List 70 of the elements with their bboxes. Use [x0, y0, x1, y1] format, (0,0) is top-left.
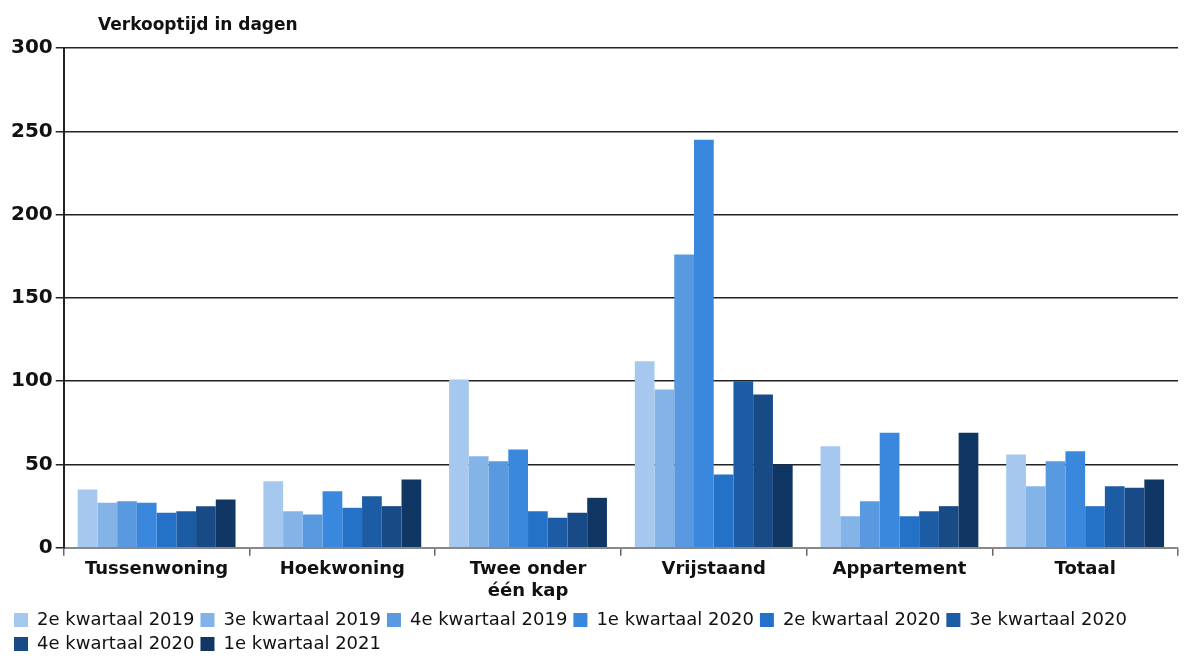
bar: [488, 461, 509, 548]
bar: [547, 517, 568, 548]
bar: [401, 479, 422, 548]
y-tick-label: 150: [11, 284, 53, 309]
legend-label: 3e kwartaal 2020: [969, 607, 1127, 629]
y-axis-title: Verkooptijd in dagen: [98, 14, 298, 34]
bar: [215, 499, 236, 548]
bar: [136, 502, 157, 548]
x-tick-label: Tussenwoning: [84, 557, 229, 579]
bar: [1144, 479, 1165, 548]
bar: [117, 501, 137, 548]
bar: [97, 502, 118, 548]
y-tick-label: 300: [11, 34, 53, 59]
bar: [468, 456, 489, 548]
bar: [283, 511, 303, 548]
bar: [820, 446, 841, 548]
bar: [713, 474, 734, 548]
x-tick-label: Hoekwoning: [279, 557, 405, 579]
bar: [263, 481, 284, 548]
y-tick-label: 50: [24, 450, 53, 475]
bar: [654, 389, 675, 548]
bar: [1104, 486, 1125, 548]
y-tick-label: 250: [11, 117, 53, 142]
bar: [772, 464, 793, 548]
legend-label: 1e kwartaal 2021: [223, 631, 381, 653]
bar: [1045, 461, 1066, 548]
x-tick-label: Appartement: [832, 557, 967, 579]
bar: [1006, 454, 1026, 548]
bar: [1124, 487, 1145, 548]
bar: [528, 511, 548, 548]
legend-label: 4e kwartaal 2019: [409, 607, 568, 629]
bar: [302, 514, 323, 548]
bar: [1085, 506, 1105, 548]
y-tick-label: 0: [38, 534, 53, 558]
bar: [342, 507, 363, 548]
bar: [508, 449, 529, 548]
bar: [938, 506, 959, 548]
bar: [840, 516, 860, 548]
bar: [674, 254, 694, 548]
bar: [919, 511, 939, 548]
bar: [196, 506, 216, 548]
y-tick-label: 100: [11, 367, 53, 392]
legend-label: 2e kwartaal 2019: [37, 607, 195, 629]
bar: [958, 432, 979, 548]
bar: [322, 491, 343, 548]
legend-label: 3e kwartaal 2019: [223, 607, 381, 629]
bar: [859, 501, 880, 548]
x-tick-label: Totaal: [1054, 557, 1116, 579]
x-tick-label: Vrijstaand: [661, 557, 766, 579]
bar: [753, 394, 773, 548]
bar: [899, 516, 920, 548]
bar: [381, 506, 402, 548]
bar: [879, 432, 900, 548]
bar: [1025, 486, 1046, 548]
y-tick-label: 200: [11, 200, 53, 225]
bar: [733, 381, 754, 548]
legend-label: 4e kwartaal 2020: [37, 631, 195, 653]
bar: [176, 511, 197, 548]
bar: [567, 512, 588, 548]
bar: [77, 489, 98, 548]
bar: [449, 379, 469, 548]
bar: [587, 497, 607, 548]
legend-label: 2e kwartaal 2020: [782, 607, 941, 629]
bar: [362, 496, 382, 548]
bar: [694, 139, 714, 548]
legend-label: 1e kwartaal 2020: [596, 607, 754, 629]
x-tick-label: Twee onder één kap: [469, 557, 587, 600]
bar: [1065, 451, 1086, 548]
bar: [634, 361, 655, 548]
bar: [156, 512, 177, 548]
